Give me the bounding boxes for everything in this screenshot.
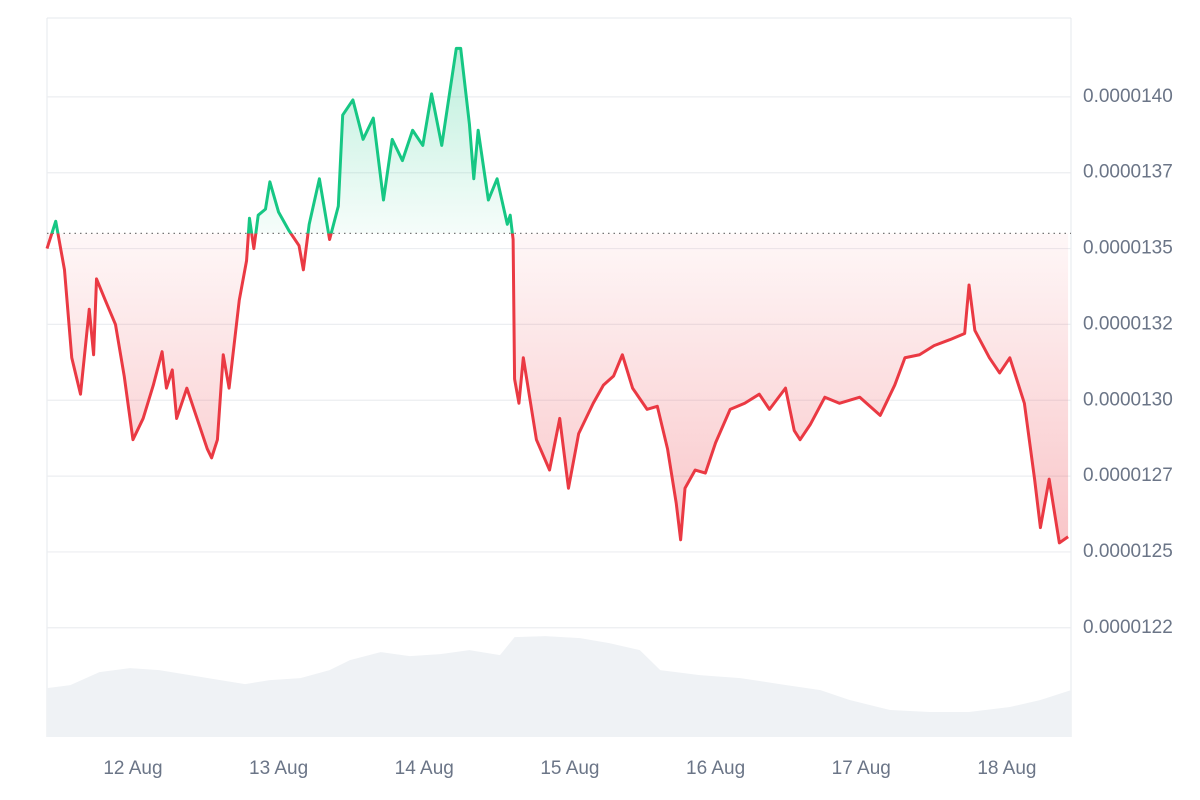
y-tick-label: 0.0000130 — [1083, 389, 1173, 410]
y-tick-label: 0.0000122 — [1083, 617, 1173, 638]
volume-area — [47, 636, 1071, 737]
x-tick-label: 18 Aug — [977, 758, 1036, 779]
price-area — [47, 48, 1069, 543]
y-tick-label: 0.0000125 — [1083, 541, 1173, 562]
y-tick-label: 0.0000127 — [1083, 465, 1173, 486]
x-tick-label: 14 Aug — [395, 758, 454, 779]
x-tick-label: 12 Aug — [103, 758, 162, 779]
y-tick-label: 0.0000140 — [1083, 86, 1173, 107]
y-tick-label: 0.0000135 — [1083, 238, 1173, 259]
y-tick-label: 0.0000132 — [1083, 313, 1173, 334]
x-tick-label: 17 Aug — [832, 758, 891, 779]
x-tick-label: 16 Aug — [686, 758, 745, 779]
y-tick-label: 0.0000137 — [1083, 162, 1173, 183]
x-tick-label: 15 Aug — [540, 758, 599, 779]
x-tick-label: 13 Aug — [249, 758, 308, 779]
price-line — [45, 46, 1069, 545]
